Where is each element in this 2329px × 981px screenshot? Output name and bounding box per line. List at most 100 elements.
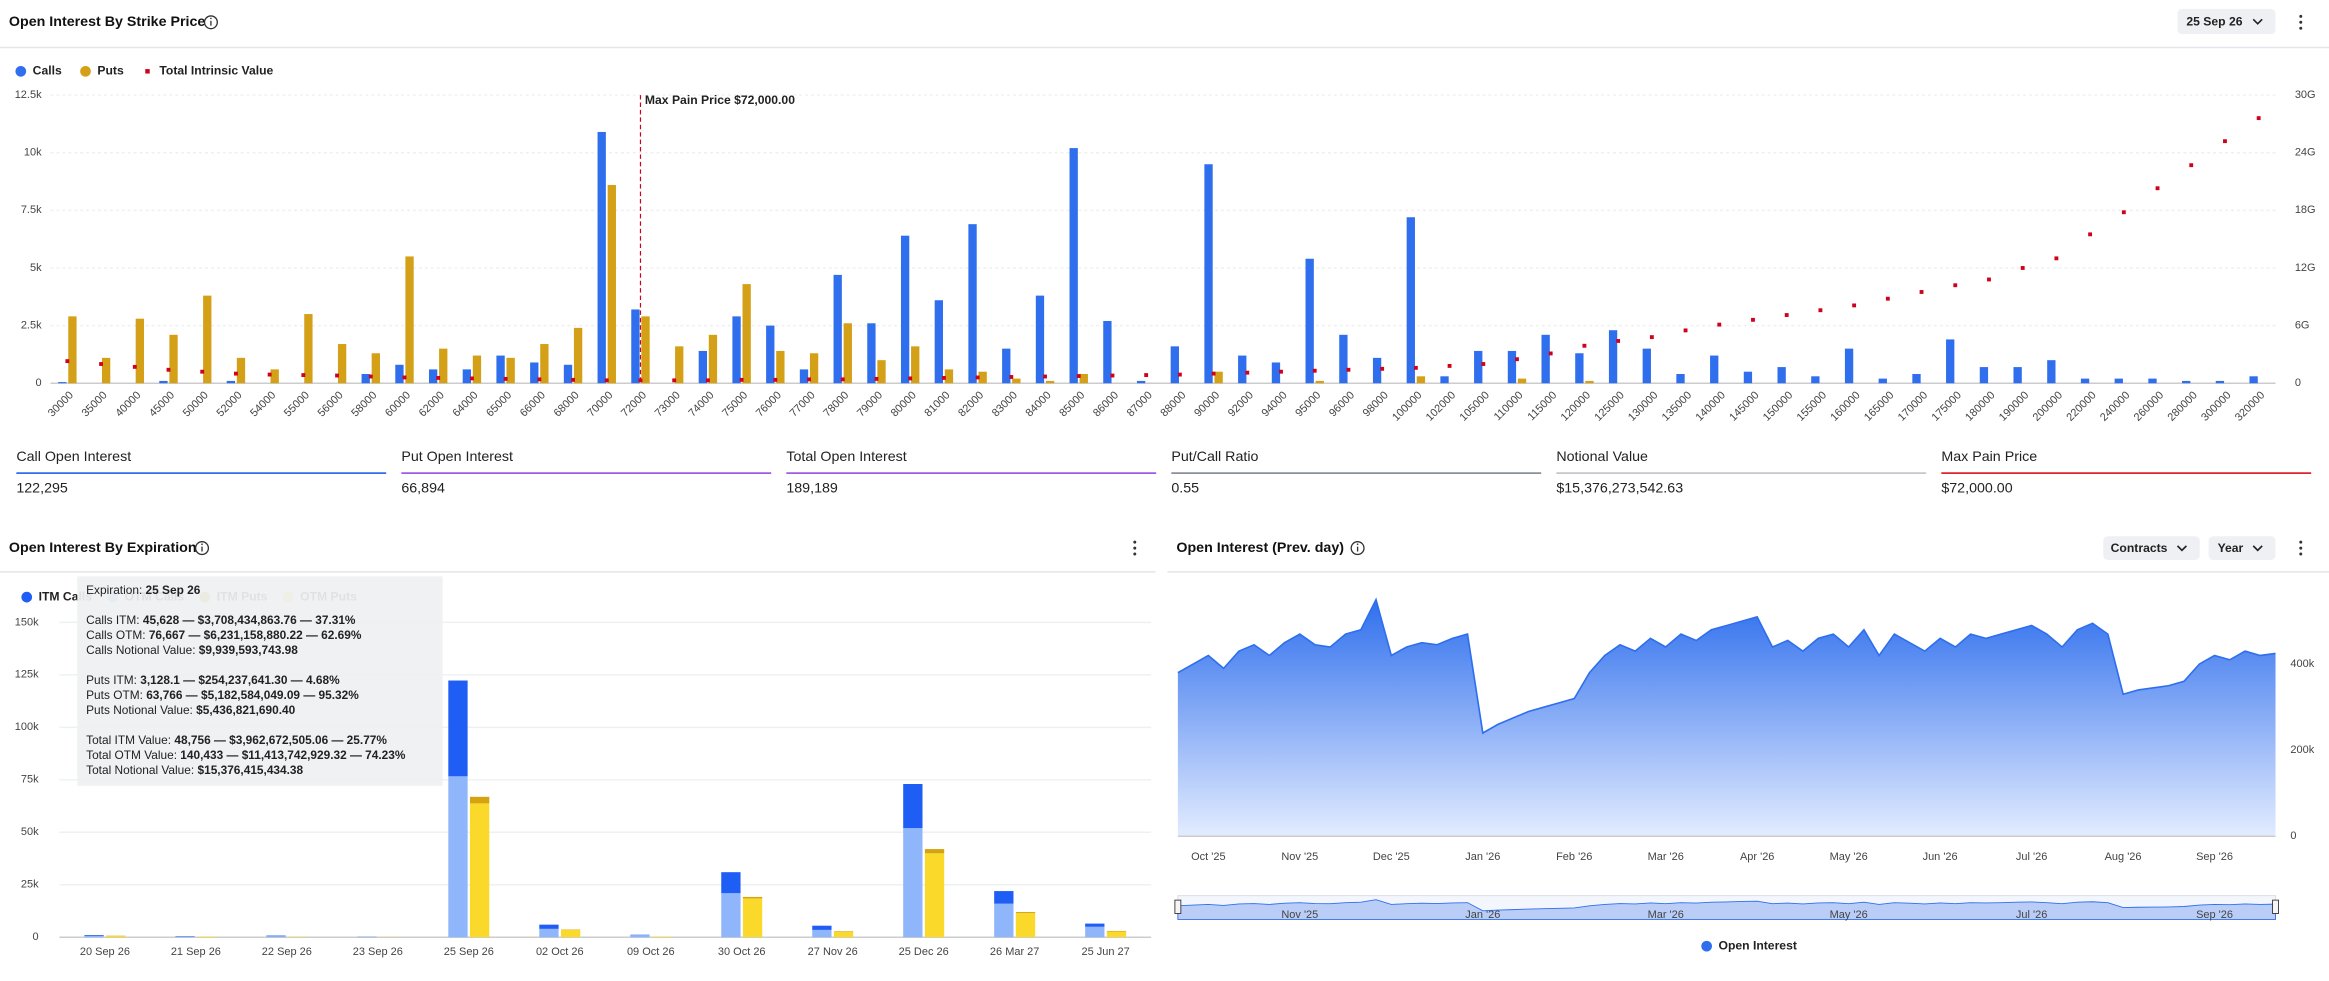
- x-tick-label: 94000: [1260, 389, 1290, 419]
- intrinsic-point: [874, 376, 879, 381]
- bar: [1777, 367, 1786, 384]
- bar-segment: [833, 931, 854, 933]
- tooltip-key: Puts OTM:: [86, 688, 146, 702]
- x-tick-label: 170000: [1896, 389, 1930, 423]
- x-tick-label: 260000: [2132, 389, 2166, 423]
- intrinsic-point: [2256, 116, 2261, 121]
- bar: [506, 357, 515, 384]
- navigator-handle[interactable]: [2272, 899, 2279, 914]
- bar-segment: [833, 932, 854, 938]
- y2-tick-label: 18G: [2295, 204, 2316, 216]
- x-tick-label: Oct '25: [1191, 851, 1225, 863]
- bar: [1575, 353, 1584, 384]
- intrinsic-point: [2088, 232, 2093, 237]
- bar: [1305, 258, 1314, 384]
- x-tick-label: 80000: [889, 389, 919, 419]
- bar-segment: [1085, 926, 1105, 938]
- bar: [236, 357, 246, 384]
- intrinsic-point: [1885, 296, 1890, 301]
- info-icon[interactable]: [1350, 541, 1365, 556]
- bar: [58, 382, 67, 384]
- x-tick-label: 96000: [1327, 389, 1357, 419]
- tooltip-key: Total ITM Value:: [86, 733, 174, 747]
- bar: [698, 350, 708, 384]
- x-tick-label: 66000: [518, 389, 548, 419]
- intrinsic-point: [1852, 303, 1857, 308]
- bar: [1002, 348, 1011, 384]
- x-tick-label: Apr '26: [1740, 851, 1774, 863]
- y-tick-label: 0: [35, 377, 41, 389]
- bar: [607, 184, 616, 384]
- panel-title: Open Interest By Strike Price: [9, 14, 205, 30]
- navigator-label: Sep '26: [2196, 909, 2233, 921]
- intrinsic-point: [1211, 371, 1216, 376]
- bar: [631, 309, 640, 384]
- bar-segment: [630, 935, 650, 938]
- tooltip-line: Total Notional Value: $15,376,415,434.38: [86, 763, 303, 777]
- expiry-button[interactable]: 25 Sep 26: [2177, 8, 2276, 35]
- intrinsic-point: [1649, 335, 1654, 340]
- navigator-label: Mar '26: [1648, 909, 1684, 921]
- intrinsic-point: [1380, 366, 1385, 371]
- button-label: Contracts: [2111, 541, 2168, 555]
- menu-button[interactable]: [2299, 540, 2303, 556]
- intrinsic-point: [739, 377, 744, 382]
- legend-marker: [80, 65, 91, 77]
- x-tick-label: Feb '26: [1556, 851, 1592, 863]
- y2-tick-label: 12G: [2295, 262, 2316, 274]
- bar: [1069, 148, 1078, 384]
- intrinsic-point: [469, 376, 474, 381]
- x-tick-label: Dec '25: [1373, 851, 1410, 863]
- y-tick-label: 125k: [15, 669, 39, 681]
- bar-segment: [266, 935, 286, 937]
- x-tick-label: 25 Sep 26: [444, 946, 494, 958]
- contracts-button[interactable]: Contracts: [2103, 536, 2200, 560]
- y-tick-label: 7.5k: [21, 204, 42, 216]
- stat-label: Put/Call Ratio: [1171, 449, 1258, 465]
- x-tick-label: 320000: [2233, 389, 2267, 423]
- tooltip-line: Calls ITM: 45,628 — $3,708,434,863.76 — …: [86, 613, 356, 627]
- x-tick-label: 25 Jun 27: [1082, 946, 1130, 958]
- x-tick-label: 62000: [417, 389, 447, 419]
- x-tick-label: Nov '25: [1281, 851, 1318, 863]
- x-tick-label: May '26: [1830, 851, 1868, 863]
- x-tick-label: 240000: [2098, 389, 2132, 423]
- bar: [1585, 380, 1594, 384]
- period-button[interactable]: Year: [2208, 536, 2276, 560]
- info-icon[interactable]: [203, 15, 218, 30]
- bar: [428, 369, 438, 384]
- bar: [742, 284, 751, 384]
- intrinsic-point: [1751, 317, 1755, 322]
- menu-button[interactable]: [1133, 540, 1137, 556]
- bar: [809, 353, 819, 384]
- tooltip-key: Expiration:: [86, 583, 145, 597]
- x-tick-label: 55000: [282, 389, 312, 419]
- x-tick-label: 92000: [1226, 389, 1256, 419]
- x-tick-label: 78000: [821, 389, 851, 419]
- intrinsic-point: [1144, 373, 1149, 377]
- bar: [68, 316, 77, 384]
- x-tick-label: 87000: [1125, 389, 1155, 419]
- tooltip-key: Total OTM Value:: [86, 748, 180, 762]
- menu-button[interactable]: [2299, 14, 2303, 30]
- y-tick-label: 150k: [15, 616, 39, 628]
- x-tick-label: 155000: [1795, 389, 1829, 423]
- bar: [1979, 367, 1989, 384]
- stat-value: 189,189: [786, 480, 838, 496]
- bar: [1214, 371, 1223, 384]
- y-tick-label: 12.5k: [15, 89, 42, 101]
- bar-segment: [903, 828, 923, 938]
- bar: [1541, 334, 1550, 384]
- bar: [2047, 360, 2056, 384]
- tooltip-line: Puts Notional Value: $5,436,821,690.40: [86, 703, 295, 717]
- bar: [1406, 217, 1415, 384]
- intrinsic-point: [571, 377, 575, 382]
- x-tick-label: 22 Sep 26: [262, 946, 312, 958]
- tooltip-value: 63,766 — $5,182,584,049.09 — 95.32%: [146, 688, 359, 702]
- bar-segment: [266, 936, 286, 938]
- y-tick-label: 5k: [30, 262, 42, 274]
- stat-value: 122,295: [16, 480, 68, 496]
- navigator-handle[interactable]: [1174, 899, 1182, 914]
- info-icon[interactable]: [194, 541, 210, 556]
